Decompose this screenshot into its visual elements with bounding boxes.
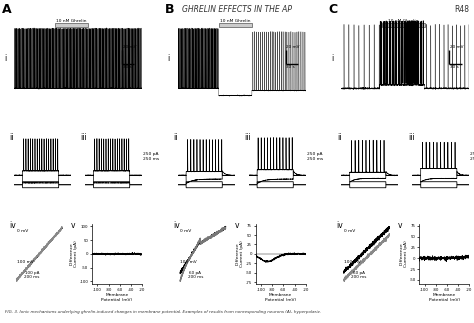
Text: 250 pA
250 ms: 250 pA 250 ms	[307, 152, 323, 161]
Text: 30 s: 30 s	[450, 65, 459, 69]
X-axis label: Membrane
Potential (mV): Membrane Potential (mV)	[428, 293, 460, 302]
Text: v: v	[398, 221, 402, 230]
Text: 30 s: 30 s	[286, 65, 295, 69]
Text: v: v	[235, 221, 239, 230]
Text: iii: iii	[408, 133, 415, 142]
Text: v: v	[71, 221, 75, 230]
Y-axis label: Difference
Current (pA): Difference Current (pA)	[236, 241, 245, 267]
Text: 20 mV: 20 mV	[450, 45, 464, 49]
Y-axis label: Difference
Current (pA): Difference Current (pA)	[400, 241, 408, 267]
Text: i: i	[168, 54, 170, 63]
Text: FIG. 3. Ionic mechanisms underlying ghrelin-induced changes in membrane potentia: FIG. 3. Ionic mechanisms underlying ghre…	[5, 310, 320, 314]
X-axis label: Membrane
Potential (mV): Membrane Potential (mV)	[265, 293, 296, 302]
Text: A: A	[1, 3, 11, 16]
Text: B: B	[165, 3, 174, 16]
FancyBboxPatch shape	[383, 24, 425, 27]
Text: 100 mV: 100 mV	[344, 260, 361, 264]
Text: 30 s: 30 s	[123, 65, 131, 69]
Text: iii: iii	[244, 133, 251, 142]
Text: 60 pA
200 ms: 60 pA 200 ms	[188, 271, 203, 279]
FancyBboxPatch shape	[55, 24, 88, 27]
Text: 100 mV: 100 mV	[180, 260, 197, 264]
Text: 0 mV: 0 mV	[180, 229, 191, 233]
Text: 10 nM Ghrelin: 10 nM Ghrelin	[388, 19, 419, 23]
Text: GHRELIN EFFECTS IN THE AP: GHRELIN EFFECTS IN THE AP	[182, 5, 292, 14]
Text: 100 mV: 100 mV	[17, 260, 34, 264]
Text: iii: iii	[81, 133, 87, 142]
Text: iv: iv	[9, 221, 16, 230]
Text: ii: ii	[9, 133, 14, 142]
Text: 250 pA
250 ms: 250 pA 250 ms	[143, 152, 159, 161]
Text: 100 pA
200 ms: 100 pA 200 ms	[24, 271, 39, 279]
Text: 0 mV: 0 mV	[344, 229, 355, 233]
Text: 20 mV: 20 mV	[286, 45, 300, 49]
Text: C: C	[328, 3, 338, 16]
X-axis label: Membrane
Potential (mV): Membrane Potential (mV)	[101, 293, 133, 302]
Text: 10 nM Ghrelin: 10 nM Ghrelin	[56, 19, 87, 23]
Text: R48: R48	[454, 5, 469, 14]
Y-axis label: Difference
Current (pA): Difference Current (pA)	[70, 241, 78, 267]
Text: 10 nM Ghrelin: 10 nM Ghrelin	[220, 19, 251, 23]
Text: 250 pA
250 ms: 250 pA 250 ms	[470, 152, 474, 161]
Text: i: i	[4, 54, 6, 63]
Text: i: i	[331, 54, 334, 63]
Text: 0 mV: 0 mV	[17, 229, 28, 233]
Text: iv: iv	[173, 221, 180, 230]
Text: 60 pA
200 ms: 60 pA 200 ms	[351, 271, 367, 279]
Text: 20 mV: 20 mV	[123, 45, 137, 49]
FancyBboxPatch shape	[219, 24, 252, 27]
Text: iv: iv	[337, 221, 343, 230]
Text: ii: ii	[337, 133, 341, 142]
Text: ii: ii	[173, 133, 178, 142]
